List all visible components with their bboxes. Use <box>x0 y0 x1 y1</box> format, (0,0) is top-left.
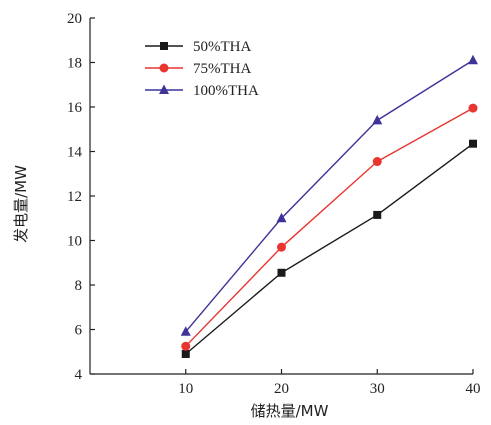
y-tick-label: 16 <box>67 100 83 116</box>
y-tick-label: 10 <box>67 234 82 250</box>
data-point <box>469 139 477 148</box>
data-point <box>277 268 286 277</box>
legend-marker <box>159 63 169 73</box>
legend-label: 75%THA <box>193 61 251 77</box>
data-point <box>180 326 191 336</box>
x-axis-title: 储热量/MW <box>251 402 329 420</box>
legend-entry: 75%THA <box>145 61 251 77</box>
series-line <box>185 107 474 347</box>
y-tick-label: 12 <box>67 189 82 205</box>
data-point <box>276 212 287 223</box>
ticks: 4 6 8 10 12 14 16 18 20 10 20 30 40 <box>67 11 481 397</box>
legend-entry: 50%THA <box>145 39 251 55</box>
y-tick-label: 8 <box>75 278 83 294</box>
series-2 <box>180 54 478 336</box>
series-line <box>185 59 474 333</box>
legend: 50%THA 75%THA 100%THA <box>145 39 259 99</box>
series-layer <box>180 54 478 358</box>
x-tick-label: 20 <box>274 381 289 397</box>
legend-entry: 100%THA <box>145 83 259 99</box>
y-tick-label: 18 <box>67 56 82 72</box>
data-point <box>468 103 478 113</box>
x-tick-label: 40 <box>466 381 481 397</box>
data-point <box>372 114 383 125</box>
data-point <box>277 242 286 252</box>
data-point <box>181 349 190 358</box>
legend-label: 50%THA <box>193 39 251 55</box>
series-0 <box>181 139 477 358</box>
data-point <box>373 210 382 219</box>
y-tick-label: 6 <box>75 323 83 339</box>
axes <box>89 18 473 375</box>
legend-label: 100%THA <box>193 83 259 99</box>
x-tick-label: 30 <box>370 381 385 397</box>
y-tick-label: 14 <box>67 145 83 161</box>
x-tick-label: 10 <box>178 381 193 397</box>
y-axis-title: 发电量/MW <box>12 165 30 243</box>
series-line <box>185 143 474 355</box>
data-point <box>181 341 191 351</box>
data-point <box>372 157 382 167</box>
y-tick-label: 20 <box>67 11 82 27</box>
legend-marker <box>159 84 169 94</box>
y-tick-label: 4 <box>75 367 83 383</box>
data-point <box>468 54 478 65</box>
series-1 <box>181 103 478 351</box>
legend-marker <box>160 42 168 50</box>
